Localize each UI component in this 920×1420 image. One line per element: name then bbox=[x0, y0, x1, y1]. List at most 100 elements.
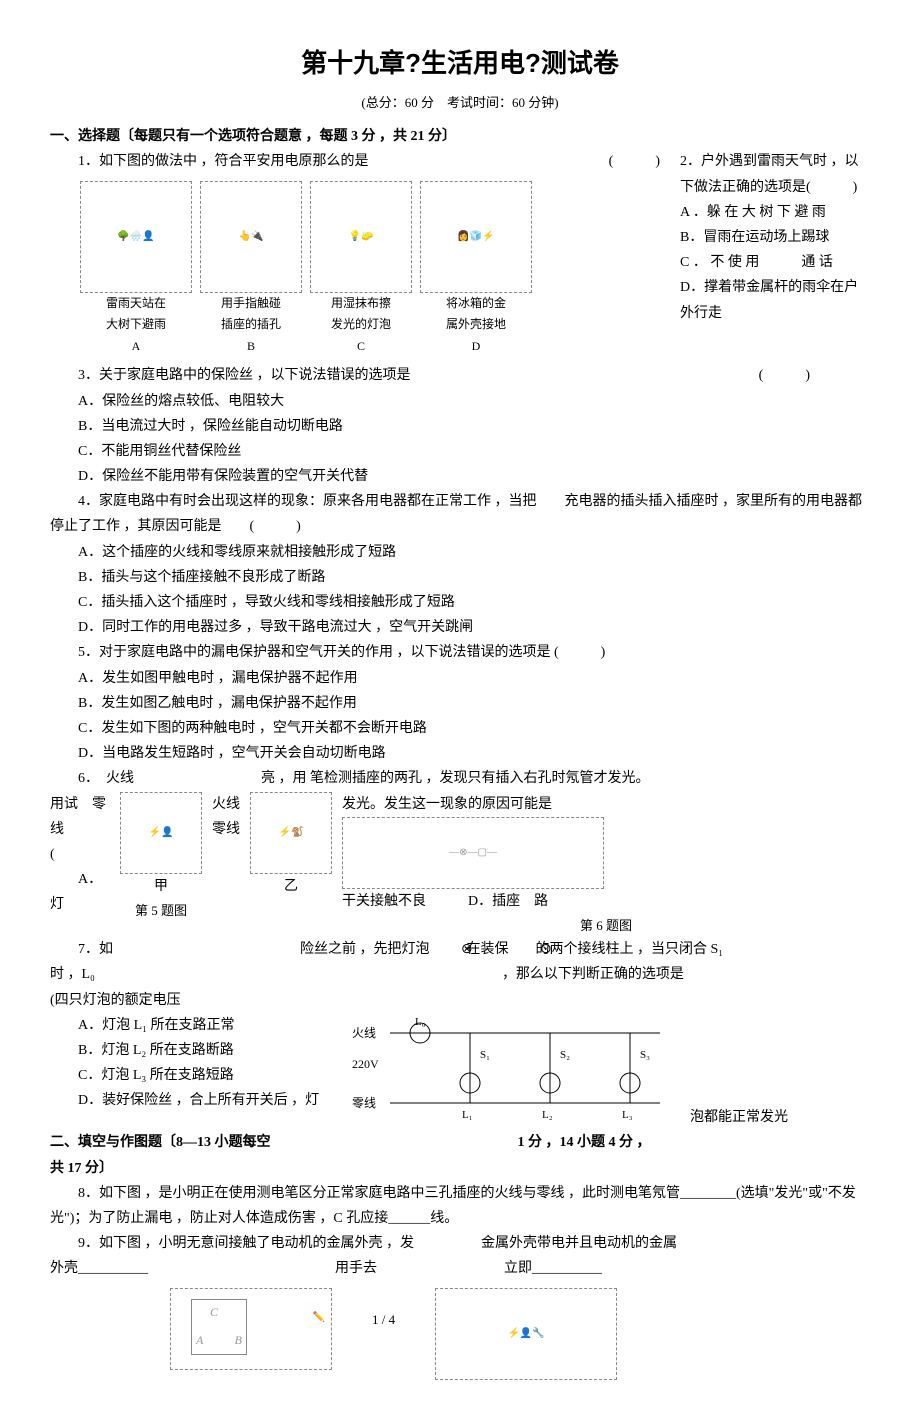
q6-fire: 火线 bbox=[212, 792, 240, 817]
q1a-letter: A bbox=[132, 336, 141, 358]
circuit-q6-icon: —⊗—▢— bbox=[342, 817, 604, 889]
q1-fig-d: 👩🧊⚡ 将冰箱的金 属外壳接地 D bbox=[420, 181, 532, 358]
q6-l2c: 发光。发生这一现象的原因可能是 bbox=[342, 792, 870, 817]
q4-opt-d: D．同时工作的用电器过多 ，导致干路电流过大 ，空气开关跳闸 bbox=[50, 615, 870, 640]
tester-socket-icon: C A B ✏️ bbox=[170, 1288, 332, 1370]
q1b-cap2: 插座的插孔 bbox=[221, 314, 281, 336]
q7-l1c: 在装保 bbox=[467, 942, 509, 957]
q8-text: 8．如下图 ，是小明正在使用测电笔区分正常家庭电路中三孔插座的火线与零线 ，此时… bbox=[50, 1181, 870, 1231]
q1d-cap1: 将冰箱的金 bbox=[446, 293, 506, 315]
q3-text: 3．关于家庭电路中的保险丝 ，以下说法错误的选项是 ( ) bbox=[50, 363, 870, 388]
q2-opt-c: C ． 不 使 用 通 话 bbox=[680, 250, 870, 275]
q6-mid2: 笔检测插座的两孔 ，发现只有插入右孔时氖管才发光。 bbox=[310, 771, 650, 786]
q5-opt-b: B．发生如图乙触电时 ，漏电保护器不起作用 bbox=[50, 691, 870, 716]
page-subtitle: (总分：60 分 考试时间：60 分钟) bbox=[50, 91, 870, 114]
svg-text:L₃: L₃ bbox=[622, 1109, 633, 1121]
section1-header: 一、选择题〔每题只有一个选项符合题意 ，每题 3 分 ，共 21 分〕 bbox=[50, 124, 870, 149]
q9a: 9．如下图 ，小明无意间接触了电动机的金属外壳 ，发 bbox=[78, 1236, 414, 1251]
q5-opt-d: D．当电路发生短路时 ，空气开关会自动切断电路 bbox=[50, 741, 870, 766]
q7-opts-row: A．灯泡 L₁ 所在支路正常 B．灯泡 L₂ 所在支路断路 C．灯泡 L₃ 所在… bbox=[50, 1013, 870, 1131]
q6-left-labels: 用试 零线 ( A．灯 bbox=[50, 792, 110, 918]
label-yi: 乙 bbox=[250, 874, 332, 899]
q1b-letter: B bbox=[247, 336, 255, 358]
q6-opta: A．灯 bbox=[50, 867, 110, 917]
section2-header3: 共 17 分〕 bbox=[50, 1156, 870, 1181]
bottom-figs: C A B ✏️ 1 / 4 ⚡👤🔧 bbox=[50, 1288, 870, 1380]
q5-text: 5．对于家庭电路中的漏电保护器和空气开关的作用 ，以下说法错误的选项是 ( ) bbox=[50, 640, 870, 665]
q1c-letter: C bbox=[357, 336, 365, 358]
fig6-label: 第 6 题图 bbox=[342, 914, 870, 937]
svg-text:L₂: L₂ bbox=[542, 1109, 553, 1121]
letter-a: A bbox=[196, 1330, 203, 1352]
socket-fig: C A B ✏️ bbox=[170, 1288, 332, 1380]
section2-header-row: 二、填空与作图题〔8—13 小题每空 1 分 ，14 小题 4 分 ， bbox=[50, 1130, 870, 1155]
svg-text:L₀: L₀ bbox=[415, 1016, 426, 1028]
q7-line2: 时 ，L₀ ，那么以下判断正确的选项是 bbox=[50, 962, 870, 987]
q1-text: 1．如下图的做法中 ，符合平安用电原那么的是 ( ) bbox=[50, 149, 680, 174]
q7-opt-c: C．灯泡 L₃ 所在支路短路 bbox=[50, 1063, 330, 1088]
svg-text:L₁: L₁ bbox=[462, 1109, 473, 1121]
q7-l1b: 险丝之前 ，先把灯泡 bbox=[300, 942, 430, 957]
letter-c: C bbox=[210, 1302, 218, 1324]
q2-opt-a: A ．躲 在 大 树 下 避 雨 bbox=[680, 200, 870, 225]
q1-blank: ( ) bbox=[581, 149, 660, 174]
q3-opt-a: A．保险丝的熔点较低、电阻较大 bbox=[50, 389, 870, 414]
q7-note: (四只灯泡的额定电压 bbox=[50, 988, 870, 1013]
q5-opt-c: C．发生如下图的两种触电时 ，空气开关都不会断开电路 bbox=[50, 716, 870, 741]
q4-text: 4．家庭电路中有时会出现这样的现象：原来各用电器都在正常工作 ，当把 充电器的插… bbox=[50, 489, 870, 539]
q9d: 用手去 bbox=[335, 1261, 377, 1276]
q7-l2a: 时 ，L₀ bbox=[50, 967, 95, 982]
q2-opt-b: B．冒雨在运动场上踢球 bbox=[680, 225, 870, 250]
q3-stem: 3．关于家庭电路中的保险丝 ，以下说法错误的选项是 bbox=[78, 368, 411, 383]
motor-shock-icon: ⚡👤🔧 bbox=[435, 1288, 617, 1380]
q1d-cap2: 属外壳接地 bbox=[446, 314, 506, 336]
q3-blank: ( ) bbox=[731, 363, 810, 388]
q4-opt-b: B．插头与这个插座接触不良形成了断路 bbox=[50, 565, 870, 590]
svg-text:220V: 220V bbox=[352, 1057, 379, 1071]
q6-optcd: 干关接触不良 D．插座 路 bbox=[342, 889, 870, 914]
svg-text:火线: 火线 bbox=[352, 1026, 376, 1040]
q7-l1d: 的两个接线柱上 ，当只闭合 S₁ bbox=[536, 942, 724, 957]
q1-fig-b: 👆🔌 用手指触碰 插座的插孔 B bbox=[200, 181, 302, 358]
q2-opt-d: D．撑着带金属杆的雨伞在户外行走 bbox=[680, 275, 870, 325]
q1a-cap2: 大树下避雨 bbox=[106, 314, 166, 336]
svg-text:零线: 零线 bbox=[352, 1096, 376, 1110]
q5-fig-yi: ⚡🐒 乙 bbox=[250, 792, 332, 899]
q7-opt-d: D．装好保险丝 ，合上所有开关后 ，灯 bbox=[78, 1093, 319, 1108]
fridge-ground-icon: 👩🧊⚡ bbox=[420, 181, 532, 293]
letter-b: B bbox=[235, 1330, 242, 1352]
q9-row2: 外壳__________ 用手去 立即__________ bbox=[50, 1256, 870, 1281]
svg-text:S₂: S₂ bbox=[560, 1049, 570, 1061]
svg-text:S₃: S₃ bbox=[640, 1049, 650, 1061]
tree-rain-icon: 🌳🌧️👤 bbox=[80, 181, 192, 293]
motor-shock-fig: ⚡👤🔧 bbox=[435, 1288, 617, 1380]
label-jia: 甲 bbox=[120, 874, 202, 899]
q6-figs-row: 用试 零线 ( A．灯 ⚡👤 甲 第 5 题图 火线 零线 ⚡🐒 乙 发光。发生… bbox=[50, 792, 870, 938]
q9e: 立即__________ bbox=[504, 1261, 602, 1276]
q6-mid1: 亮 ，用 bbox=[261, 771, 307, 786]
q6-l2a: 用试 零线 bbox=[50, 792, 110, 842]
circuit-q7-icon: L₀ L₁ S₁ L₂ S₂ L₃ S₃ 火线 220V 零线 bbox=[350, 1013, 670, 1123]
q3-opt-b: B．当电流过大时 ，保险丝能自动切断电路 bbox=[50, 414, 870, 439]
finger-socket-icon: 👆🔌 bbox=[200, 181, 302, 293]
page-footer: 1 / 4 bbox=[372, 1308, 395, 1331]
q7-opt-b: B．灯泡 L₂ 所在支路断路 bbox=[50, 1038, 330, 1063]
q3-opt-d: D．保险丝不能用带有保险装置的空气开关代替 bbox=[50, 464, 870, 489]
q1-figures: 🌳🌧️👤 雷雨天站在 大树下避雨 A 👆🔌 用手指触碰 插座的插孔 B 💡🧽 用… bbox=[80, 181, 680, 358]
q1a-cap1: 雷雨天站在 bbox=[106, 293, 166, 315]
q1c-cap2: 发光的灯泡 bbox=[331, 314, 391, 336]
q6-prefix: 6． 火线 bbox=[78, 771, 134, 786]
q6-l3a: ( bbox=[50, 842, 110, 867]
wipe-bulb-icon: 💡🧽 bbox=[310, 181, 412, 293]
q6-zero: 零线 bbox=[212, 817, 240, 842]
svg-text:S₁: S₁ bbox=[480, 1049, 490, 1061]
q7-l1: 7．如 bbox=[78, 942, 113, 957]
q2-text: 2．户外遇到雷雨天气时 ，以下做法正确的选项是( ) bbox=[680, 149, 870, 199]
q5-opt-a: A．发生如图甲触电时 ，漏电保护器不起作用 bbox=[50, 666, 870, 691]
q9b: 金属外壳带电并且电动机的金属 bbox=[481, 1236, 677, 1251]
q7-line1: 7．如 险丝之前 ，先把灯泡 ⊗ 在装保 ⊙ 的两个接线柱上 ，当只闭合 S₁ bbox=[50, 937, 870, 962]
q4-opt-c: C．插头插入这个插座时 ，导致火线和零线相接触形成了短路 bbox=[50, 590, 870, 615]
section2-header: 二、填空与作图题〔8—13 小题每空 bbox=[50, 1135, 271, 1150]
q7-opt-a: A．灯泡 L₁ 所在支路正常 bbox=[50, 1013, 330, 1038]
q7-opt-d2: 泡都能正常发光 bbox=[690, 1105, 788, 1130]
